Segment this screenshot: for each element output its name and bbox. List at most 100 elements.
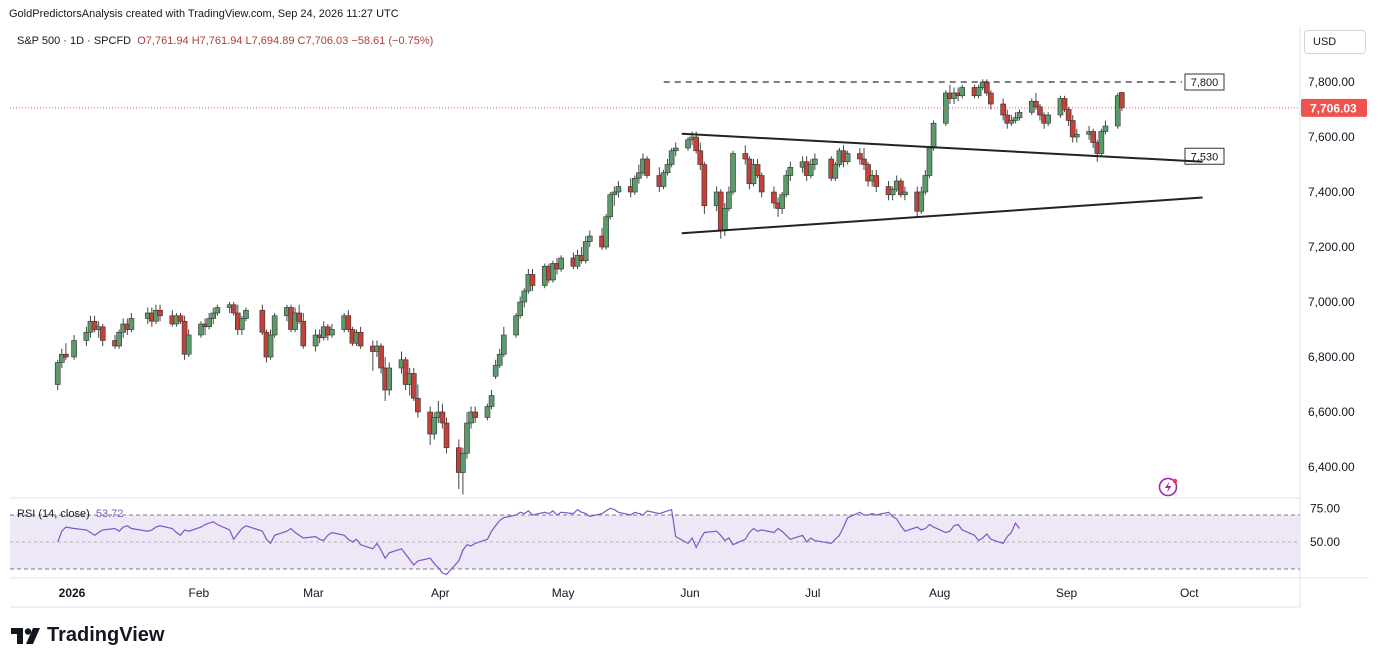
candle-body bbox=[410, 373, 417, 399]
candle-body bbox=[259, 309, 266, 333]
rsi-line bbox=[57, 507, 1020, 576]
candle-body bbox=[1016, 111, 1023, 119]
candle-body bbox=[185, 334, 192, 355]
candle-body bbox=[607, 194, 614, 218]
candle-body bbox=[206, 318, 212, 328]
candle-body bbox=[1045, 114, 1051, 124]
attribution-text: GoldPredictorsAnalysis created with Trad… bbox=[9, 8, 399, 20]
candle-body bbox=[329, 329, 335, 336]
candle-body bbox=[472, 411, 478, 418]
lower-trendline bbox=[681, 196, 1203, 235]
candle-body bbox=[558, 257, 564, 270]
ohlc-open: O7,761.94 bbox=[137, 35, 189, 47]
time-axis-label: Apr bbox=[431, 586, 450, 600]
candle-body bbox=[1114, 95, 1121, 127]
tradingview-logo-icon bbox=[11, 627, 40, 644]
candle-body bbox=[672, 147, 679, 152]
upper-trendline bbox=[681, 132, 1203, 163]
candle-body bbox=[857, 153, 863, 160]
candle-body bbox=[611, 191, 618, 196]
candle-body bbox=[59, 353, 65, 363]
candle-body bbox=[300, 320, 307, 347]
candle-body bbox=[1033, 100, 1039, 108]
tradingview-logo[interactable]: TradingView bbox=[11, 624, 164, 647]
candle-body bbox=[484, 406, 491, 418]
time-axis-label: Feb bbox=[189, 586, 210, 600]
candle-body bbox=[1069, 120, 1076, 138]
candle-body bbox=[210, 312, 217, 319]
candle-body bbox=[1012, 117, 1019, 121]
axes-group: 7,800.00 7,600.00 7,400.00 7,200.00 7,000.00… bbox=[59, 75, 1367, 600]
candle-body bbox=[431, 417, 438, 435]
ohlc-close: C7,706.03 bbox=[297, 35, 349, 47]
candle-body bbox=[975, 87, 982, 97]
price-axis-label: 7,200.00 bbox=[1308, 240, 1355, 254]
drawings-group: 7,800 7,530 bbox=[10, 73, 1300, 235]
candle-body bbox=[660, 172, 667, 187]
candle-body bbox=[988, 92, 994, 105]
price-axis-label: 7,800.00 bbox=[1308, 75, 1355, 89]
candle-body bbox=[726, 191, 732, 209]
rsi-title[interactable]: RSI (14, close) bbox=[17, 508, 90, 520]
candle-body bbox=[386, 367, 393, 391]
candle-body bbox=[1037, 106, 1043, 116]
candle-body bbox=[771, 191, 777, 204]
candle-body bbox=[636, 172, 642, 179]
candle-body bbox=[99, 326, 106, 341]
rsi-band-group bbox=[10, 514, 1300, 570]
candle-body bbox=[631, 177, 638, 193]
candle-body bbox=[644, 158, 650, 176]
candle-body bbox=[779, 194, 785, 209]
lightning-icon[interactable] bbox=[1158, 477, 1178, 497]
time-axis-label: Oct bbox=[1180, 586, 1199, 600]
candle-body bbox=[918, 191, 925, 212]
time-axis-label: Aug bbox=[929, 586, 950, 600]
currency-button[interactable]: USD bbox=[1304, 30, 1366, 54]
candle-body bbox=[550, 263, 556, 281]
symbol-name[interactable]: S&P 500 · 1D · SPCFD bbox=[17, 35, 132, 47]
candle-body bbox=[1074, 133, 1080, 138]
rsi-axis-label: 75.00 bbox=[1310, 501, 1340, 515]
candle-body bbox=[345, 315, 352, 330]
ohlc-high: H7,761.94 bbox=[191, 35, 243, 47]
candle-body bbox=[488, 395, 495, 407]
candle-body bbox=[271, 315, 278, 336]
rsi-group bbox=[57, 507, 1020, 576]
price-axis-label: 6,800.00 bbox=[1308, 350, 1355, 364]
candle-body bbox=[664, 164, 671, 174]
candle-body bbox=[378, 345, 384, 369]
candle-body bbox=[1102, 125, 1109, 132]
candle-body bbox=[742, 153, 749, 160]
symbol-legend: S&P 500 · 1D · SPCFD O7,761.94 H7,761.94… bbox=[17, 35, 433, 47]
candle-body bbox=[443, 422, 450, 449]
candle-body bbox=[865, 164, 871, 182]
candle-body bbox=[415, 397, 421, 413]
candle-body bbox=[603, 216, 609, 248]
candle-body bbox=[1000, 103, 1006, 116]
candle-body bbox=[812, 158, 818, 165]
level-label-box bbox=[1184, 73, 1225, 91]
price-axis-label: 6,600.00 bbox=[1308, 405, 1355, 419]
candle-body bbox=[128, 318, 135, 330]
tradingview-brand: TradingView bbox=[47, 624, 165, 646]
time-axis-label: May bbox=[552, 586, 575, 600]
price-axis-label: 7,400.00 bbox=[1308, 185, 1355, 199]
candle-body bbox=[517, 301, 523, 317]
candle-body bbox=[582, 241, 589, 262]
candle-body bbox=[1119, 92, 1125, 109]
candle-body bbox=[889, 188, 896, 196]
candle-body bbox=[787, 166, 794, 176]
candle-body bbox=[312, 334, 319, 347]
time-axis-label: Jun bbox=[680, 586, 699, 600]
candle-body bbox=[357, 331, 364, 347]
candle-body bbox=[902, 191, 908, 196]
candle-body bbox=[198, 323, 204, 336]
candle-body bbox=[83, 331, 90, 341]
candle-body bbox=[529, 274, 536, 286]
candle-body bbox=[54, 362, 61, 385]
candle-body bbox=[693, 136, 699, 152]
candles-group bbox=[54, 79, 1125, 495]
candle-body bbox=[697, 150, 704, 165]
last-price-tag bbox=[1301, 98, 1367, 117]
